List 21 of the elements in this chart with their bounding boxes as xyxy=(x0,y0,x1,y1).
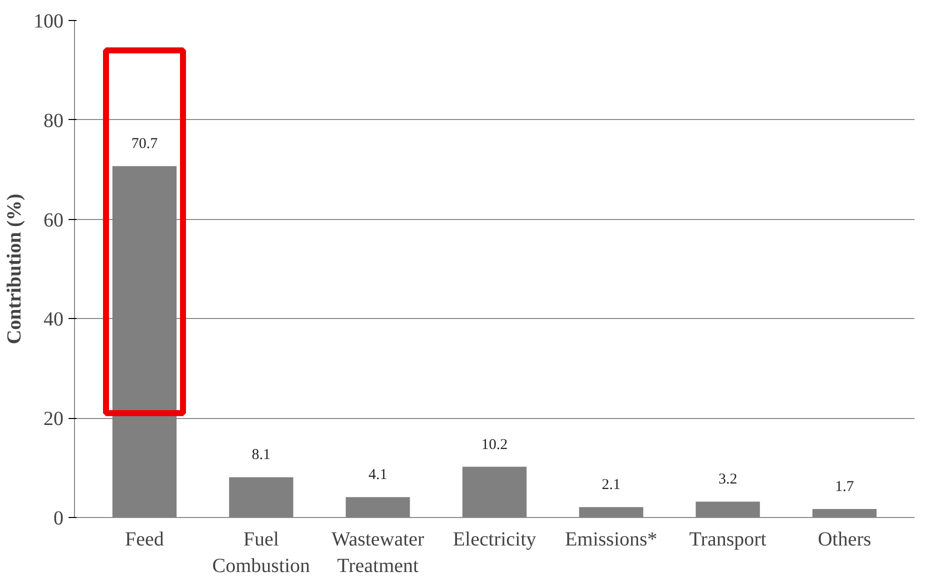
x-tick-label: Fuel Combustion xyxy=(212,528,310,577)
data-label: 10.2 xyxy=(481,436,508,453)
y-tick-label: 20 xyxy=(44,408,64,430)
y-tick-label: 80 xyxy=(44,110,64,132)
data-label: 2.1 xyxy=(602,477,621,494)
x-tick-label: Emissions* xyxy=(565,528,658,550)
x-tick-label: Transport xyxy=(689,528,767,550)
data-label: 1.7 xyxy=(835,479,854,496)
y-tick-label: 0 xyxy=(54,508,64,530)
y-tick-label: 40 xyxy=(44,308,64,331)
y-tick-label: 60 xyxy=(44,209,64,232)
x-tick-label: Electricity xyxy=(452,528,536,550)
x-tick-label: Feed xyxy=(125,528,164,550)
x-tick-label: Wastewater Treatment xyxy=(331,528,425,577)
data-label: 8.1 xyxy=(252,447,271,464)
data-label: 4.1 xyxy=(368,467,388,484)
y-tick-label: 100 xyxy=(34,10,64,32)
data-label: 3.2 xyxy=(718,472,738,488)
x-tick-label: Others xyxy=(818,528,872,550)
data-label: 70.7 xyxy=(131,136,158,152)
y-axis-title: Contribution (%) xyxy=(4,194,26,344)
